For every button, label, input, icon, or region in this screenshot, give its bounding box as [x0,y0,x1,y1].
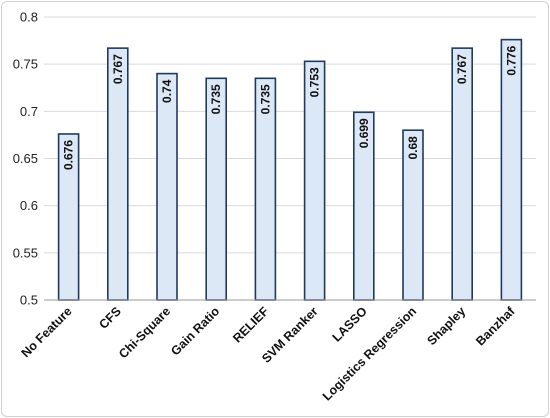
y-tick-label: 0.8 [20,10,38,25]
bar [107,47,129,301]
bar-value-label: 0.767 [455,54,469,84]
y-tick-label: 0.75 [13,57,38,72]
y-tick-label: 0.5 [20,293,38,308]
x-category-label: RELIEF [230,304,272,346]
x-category-label: No Feature [19,304,75,360]
value-labels: 0.676 0.767 0.74 0.735 0.735 0.753 0.699 0.68 0.… [62,45,519,170]
bar-value-label: 0.699 [357,118,371,148]
y-tick-label: 0.55 [13,245,38,260]
x-category-label: Logistics Regression [320,304,419,403]
x-category-label: Chi-Square [116,304,173,361]
y-tick-label: 0.6 [20,198,38,213]
y-tick-label: 0.65 [13,151,38,166]
bar-value-label: 0.68 [406,136,420,160]
bar-value-label: 0.735 [258,84,272,114]
bar [156,72,178,301]
bar-value-label: 0.776 [504,45,518,75]
bar [451,47,474,301]
bar-value-label: 0.676 [62,140,76,170]
bars [57,38,523,301]
bar-value-label: 0.74 [160,79,174,103]
bar-value-label: 0.767 [111,54,125,84]
bar-value-label: 0.753 [308,67,322,97]
x-category-label: CFS [96,304,124,332]
x-category-label: Banzhaf [473,304,518,349]
x-category-label: Shapley [425,304,469,348]
y-tick-label: 0.7 [20,104,38,119]
x-category-label: LASSO [330,304,371,345]
x-category-label: Gain Ratio [168,304,222,358]
bar [500,38,523,301]
y-axis-ticks: 0.5 0.55 0.6 0.65 0.7 0.75 0.8 [13,10,38,308]
bar-value-label: 0.735 [209,84,223,114]
